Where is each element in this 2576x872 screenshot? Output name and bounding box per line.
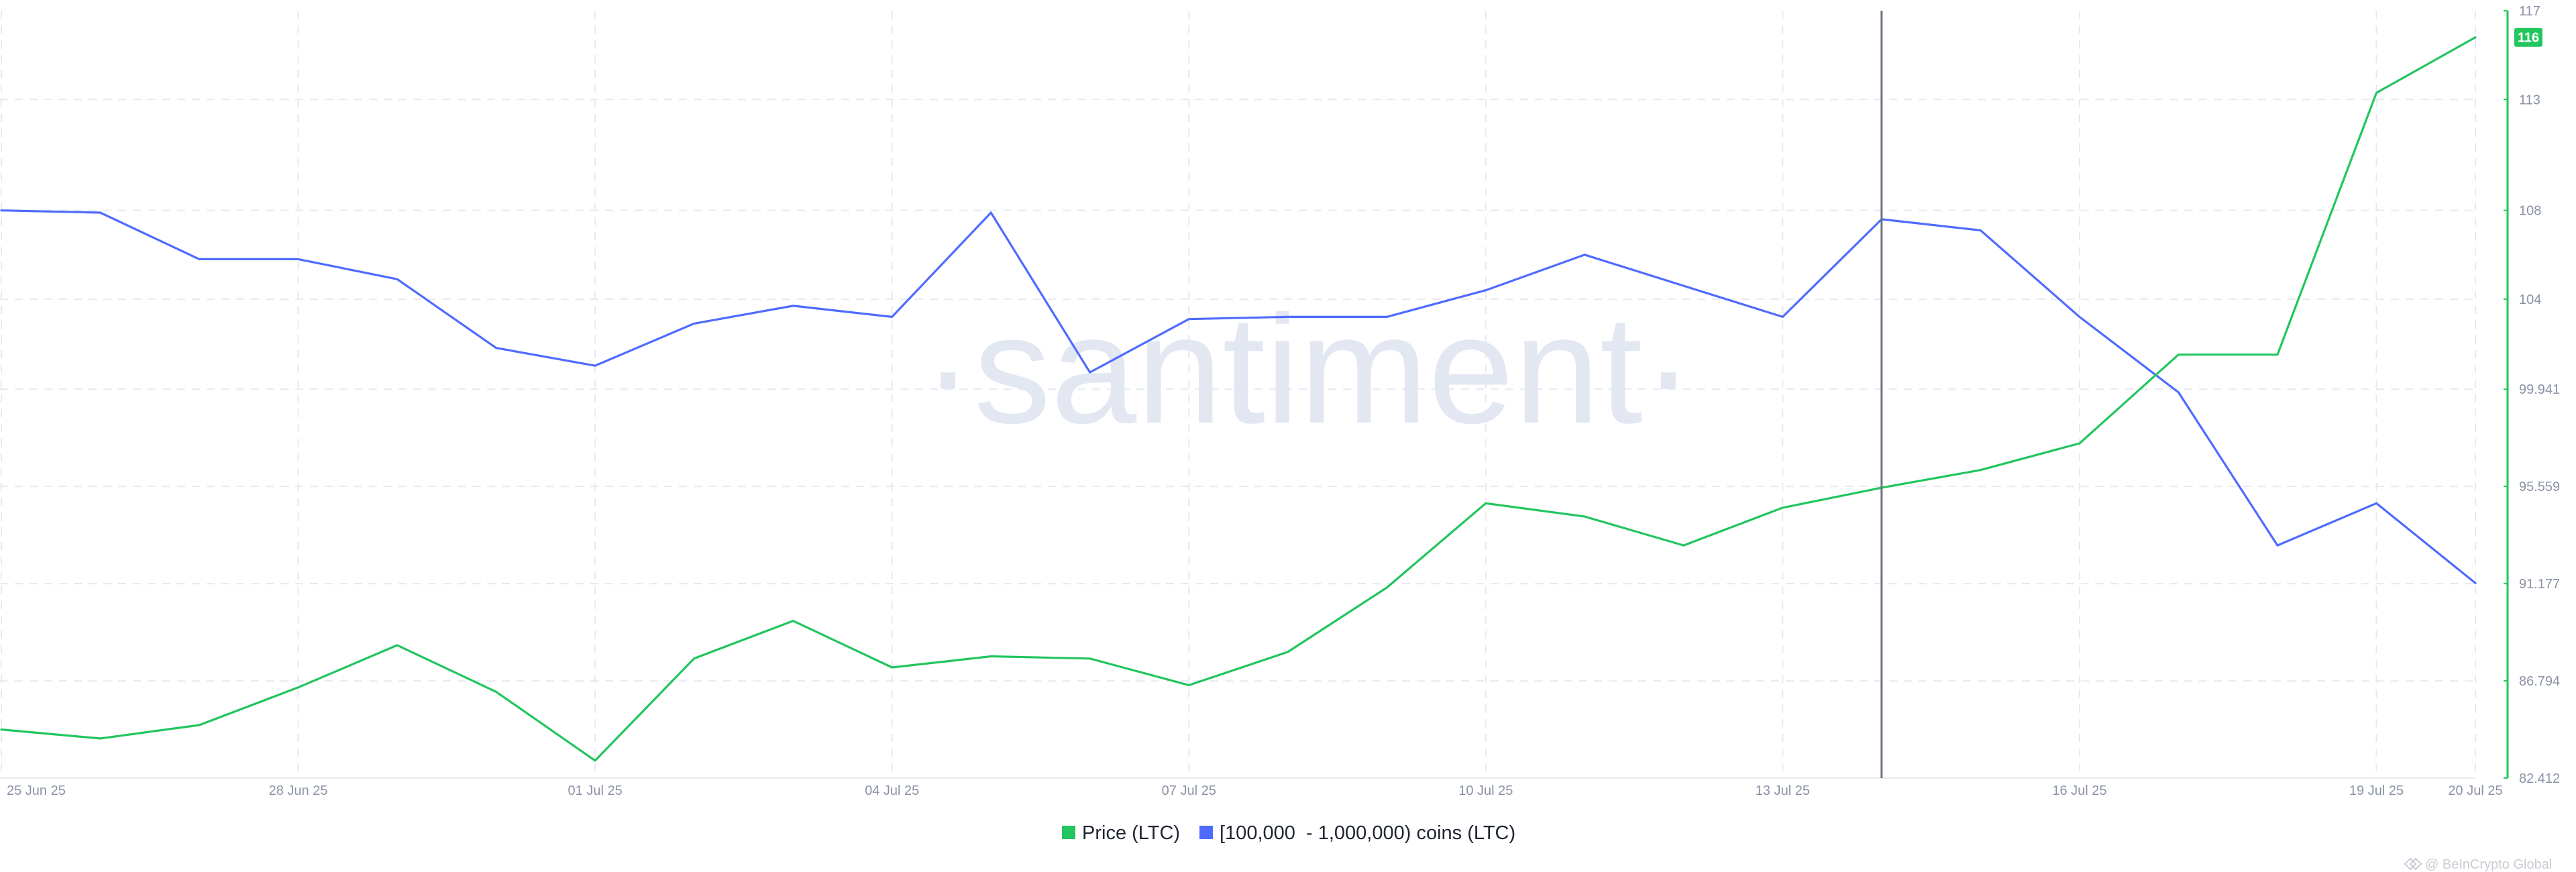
y-tick-label: 95.559 [2519,480,2560,494]
x-tick-label: 25 Jun 25 [7,783,66,798]
x-tick-label: 16 Jul 25 [2052,783,2106,798]
x-axis-ticks: 25 Jun 25 28 Jun 25 01 Jul 25 04 Jul 25 07 J… [7,783,2503,798]
x-tick-label: 20 Jul 25 [2448,783,2502,798]
footer-credit: @ BeInCrypto Global [2404,857,2552,872]
santiment-watermark: ·santiment· [922,283,1694,455]
y-axis-ticks: 117 113 108 104 99.941 95.559 91.177 86.794 82.4… [2504,4,2560,786]
y-tick-label: 104 [2519,292,2541,307]
x-tick-label: 10 Jul 25 [1458,783,1513,798]
legend[interactable]: Price (LTC) [100,000 - 1,000,000) coins … [1062,822,1515,844]
legend-swatch-holders[interactable] [1199,826,1213,839]
y-tick-label: 86.794 [2519,674,2560,689]
y-tick-label: 99.941 [2519,382,2560,397]
x-tick-label: 07 Jul 25 [1162,783,1216,798]
x-tick-label: 13 Jul 25 [1756,783,1810,798]
y-tick-label: 113 [2519,93,2540,107]
beincrypto-logo-shape [2404,857,2422,871]
current-price-badge-text: 116 [2518,31,2539,46]
x-tick-label: 01 Jul 25 [568,783,623,798]
x-tick-label: 19 Jul 25 [2349,783,2404,798]
footer-credit-text: @ BeInCrypto Global [2425,857,2552,872]
grid-layer [0,11,2476,779]
price-line [0,36,2477,762]
current-price-badge: 116 [2514,28,2542,47]
x-tick-label: 04 Jul 25 [865,783,919,798]
y-tick-label: 91.177 [2519,577,2560,592]
holders-line [0,209,2477,584]
x-tick-label: 28 Jun 25 [269,783,328,798]
beincrypto-logo-icon [2404,857,2422,871]
y-tick-label: 82.412 [2519,771,2560,786]
legend-label-price[interactable]: Price (LTC) [1082,822,1180,844]
series-layer [0,36,2477,762]
y-tick-label: 117 [2519,4,2540,19]
legend-label-holders[interactable]: [100,000 - 1,000,000) coins (LTC) [1220,822,1515,844]
legend-swatch-price[interactable] [1062,826,1075,839]
current-price-badge-bg [2514,28,2542,47]
y-tick-label: 108 [2519,204,2541,219]
